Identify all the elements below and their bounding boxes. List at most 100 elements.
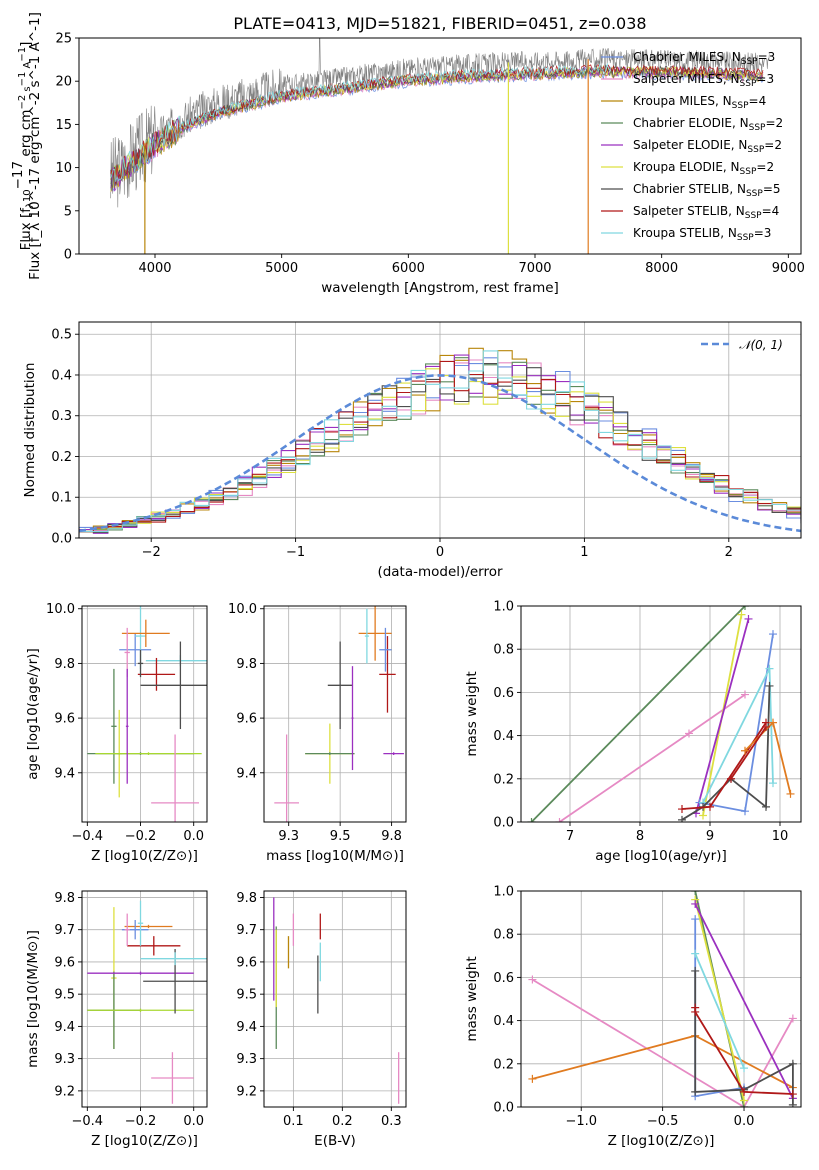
weight-point-marker [788, 1100, 797, 1107]
legend-label-value: =5 [763, 182, 781, 196]
x-tick-label: 10 [772, 829, 789, 844]
y-axis-title: mass weight [464, 671, 480, 756]
x-tick-label: 1 [580, 545, 588, 560]
axes-frame [81, 890, 208, 1108]
y-tick-label: 9.6 [54, 955, 75, 970]
weight-point-marker [741, 690, 749, 699]
legend-label-value: =2 [756, 160, 774, 174]
plot-area [528, 891, 797, 1107]
plot-area [273, 897, 400, 1104]
weight-point-marker [765, 664, 774, 673]
weight-series-line [530, 606, 746, 822]
plot-area [79, 347, 801, 536]
panel-mass_weight_vs_Z: −1.0 −0.5 0.0 0.0 0.2 0.4 0.6 0.8 1.0 Z [log10(Z/… [464, 885, 802, 1149]
axes-frame [78, 37, 802, 255]
x-tick-label: 0.3 [381, 1114, 402, 1129]
y-axis-title: Flux [f_λ 10^-17 erg cm^-2 s^-1 A^-1] [27, 12, 43, 280]
weight-point-marker [740, 1087, 749, 1096]
weight-series-line [694, 953, 745, 1069]
y-tick-label: 10.0 [228, 602, 257, 617]
x-tick-label: 8000 [645, 261, 678, 276]
x-tick-label: 9.5 [330, 829, 351, 844]
panel-mass_weight_vs_age: 7 8 9 10 0.0 0.2 0.4 0.6 0.8 1.0 age [log10(age/yr… [464, 600, 802, 864]
y-tick-label: 10.0 [46, 602, 75, 617]
y-tick-label: 0.4 [51, 368, 72, 383]
weight-point-marker [741, 606, 749, 610]
axes-frame [520, 890, 802, 1108]
x-tick-label: −0.4 [72, 829, 104, 844]
y-tick-label: 10 [55, 161, 72, 176]
chart-panels: 4000 5000 6000 7000 8000 90000510152025wavele… [10, 12, 805, 1149]
x-tick-label: 0.1 [283, 1114, 304, 1129]
weight-point-marker [685, 729, 693, 738]
x-tick-label: 9.3 [278, 829, 299, 844]
x-tick-label: 0.0 [734, 1114, 755, 1129]
legend-label-subscript: SSP [746, 189, 763, 199]
x-tick-label: 7 [566, 829, 574, 844]
legend-label: 𝒩(0, 1) [739, 338, 783, 352]
y-tick-label: 9.6 [236, 955, 257, 970]
y-axis-title: Normed distribution [22, 363, 38, 498]
axes-frame [263, 605, 407, 823]
axis-title-part: −17 [10, 161, 26, 190]
y-tick-label: 9.6 [236, 712, 257, 727]
x-tick-label: −1 [286, 545, 305, 560]
x-tick-label: 2 [725, 545, 733, 560]
weight-series-line [695, 618, 750, 814]
x-tick-label: 7000 [518, 261, 551, 276]
y-tick-label: 0.2 [51, 450, 72, 465]
y-tick-label: 0.4 [493, 729, 514, 744]
y-tick-label: 9.7 [236, 923, 257, 938]
x-axis-title: mass [log10(M/M⊙)] [266, 848, 404, 864]
y-tick-label: 9.3 [54, 1052, 75, 1067]
legend-label: Salpeter STELIB, NSSP=4 [633, 204, 779, 221]
weight-point-marker [528, 975, 537, 984]
weight-point-marker [727, 774, 735, 783]
legend-label-subscript: SSP [740, 167, 757, 177]
y-tick-label: 0.2 [493, 1057, 514, 1072]
legend-label-subscript: SSP [732, 101, 749, 111]
weight-point-marker [741, 807, 749, 816]
weight-point-marker [788, 1090, 797, 1099]
x-axis-title: (data-model)/error [377, 564, 503, 580]
panel-age_vs_Z: −0.4 −0.2 0.0 9.4 9.6 9.8 10.0 Z [log10(Z/Z⊙)] a… [25, 602, 208, 864]
weight-point-marker [740, 1096, 749, 1105]
legend-label: Kroupa STELIB, NSSP=3 [633, 226, 771, 243]
axis-title-part: A [22, 61, 33, 71]
y-tick-label: 0.6 [493, 971, 514, 986]
weight-point-marker [691, 915, 700, 924]
x-tick-label: −0.5 [647, 1114, 679, 1129]
y-tick-label: 9.8 [54, 657, 75, 672]
weight-point-marker [527, 818, 536, 822]
x-axis-title: Z [log10(Z/Z⊙)] [91, 848, 198, 864]
legend-label-value: =4 [762, 204, 780, 218]
axis-title-part: s [22, 86, 33, 94]
legend-label: Chabrier ELODIE, NSSP=2 [633, 116, 783, 133]
panel-age_vs_mass: 9.3 9.5 9.8 9.4 9.6 9.8 10.0 mass [log10(M/M⊙)] [228, 602, 407, 864]
y-tick-label: 0.2 [493, 772, 514, 787]
y-tick-label: 20 [55, 75, 72, 90]
legend-label-subscript: SSP [737, 233, 754, 243]
x-tick-label: −2 [142, 545, 161, 560]
y-tick-label: 9.3 [236, 1052, 257, 1067]
model-spectrum-line [110, 64, 764, 184]
y-tick-label: 5 [64, 204, 72, 219]
x-tick-label: 5000 [265, 261, 298, 276]
axes-frame [263, 890, 407, 1108]
legend-label-value: =2 [765, 116, 783, 130]
weight-point-marker [691, 966, 700, 975]
weight-point-marker [762, 722, 770, 731]
panel-mass_vs_ebv: 0.1 0.2 0.3 9.2 9.3 9.4 9.5 9.6 9.7 9.8 E(B-V) [236, 890, 407, 1149]
legend-label: Salpeter MILES, NSSP=3 [633, 72, 774, 89]
legend-label-subscript: SSP [741, 57, 758, 67]
weight-point-marker [786, 789, 795, 798]
axes-frame [520, 605, 802, 823]
weight-point-marker [691, 1007, 700, 1016]
weight-series-line [694, 903, 794, 1099]
x-axis-title: E(B-V) [314, 1133, 356, 1149]
weight-point-marker [699, 811, 707, 820]
legend-label: Chabrier STELIB, NSSP=5 [633, 182, 781, 199]
axis-title-part: λ [25, 202, 36, 208]
axis-title-part: ] [18, 42, 34, 47]
y-tick-label: 9.7 [54, 923, 75, 938]
